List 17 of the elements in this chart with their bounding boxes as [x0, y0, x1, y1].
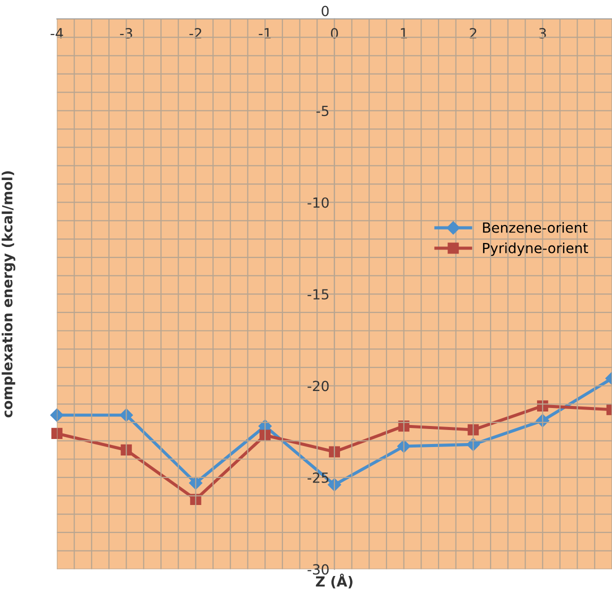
x-axis-title: Z (Å) [316, 574, 352, 588]
point [328, 446, 340, 458]
y-axis-title: complexation energy (kcal/mol) [2, 171, 16, 418]
y-tick-label: -30 [308, 564, 329, 575]
y-tick-label: -10 [308, 197, 329, 208]
x-tick-label: -4 [50, 28, 64, 38]
y-tick-label: 0 [322, 6, 329, 16]
y-tick-label: -5 [316, 106, 328, 116]
legend-label: Pyridyne-orient [483, 242, 588, 256]
y-tick-label: -20 [308, 380, 329, 392]
legend-label: Benzene-orient [483, 222, 588, 233]
y-tick-label: -25 [308, 472, 328, 483]
point [120, 444, 132, 456]
y-tick-label: -15 [308, 289, 328, 300]
point [468, 424, 479, 436]
point [51, 428, 62, 440]
point [328, 478, 342, 492]
